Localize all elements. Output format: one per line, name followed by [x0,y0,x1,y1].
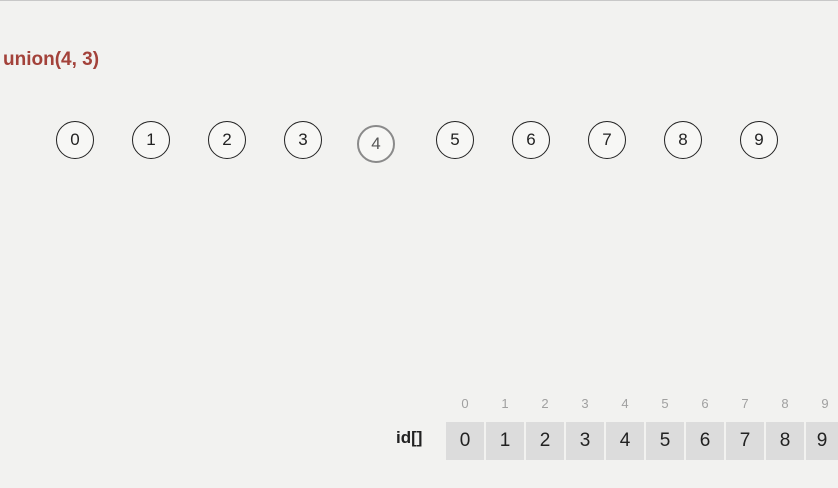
array-index-3: 3 [581,396,589,411]
array-index-5: 5 [661,396,669,411]
node-0: 0 [56,121,94,159]
array-cell-4: 4 [606,422,644,460]
array-cell-0: 0 [446,422,484,460]
array-name: id[] [396,428,423,447]
node-8: 8 [664,121,702,159]
node-5: 5 [436,121,474,159]
array-cell-7: 7 [726,422,764,460]
array-cell-3: 3 [566,422,604,460]
node-2: 2 [208,121,246,159]
array-index-7: 7 [741,396,749,411]
node-4-highlighted: 4 [357,125,395,163]
node-3: 3 [284,121,322,159]
array-index-2: 2 [541,396,549,411]
node-6: 6 [512,121,550,159]
array-cell-9: 9 [806,422,838,460]
array-index-6: 6 [701,396,709,411]
array-cell-2: 2 [526,422,564,460]
node-9: 9 [740,121,778,159]
node-1: 1 [132,121,170,159]
operation-title: union(4, 3) [3,49,100,70]
array-cell-5: 5 [646,422,684,460]
node-7: 7 [588,121,626,159]
array-cell-1: 1 [486,422,524,460]
array-index-8: 8 [781,396,789,411]
array-index-0: 0 [461,396,469,411]
top-divider [0,0,838,1]
array-cell-8: 8 [766,422,804,460]
array-index-4: 4 [621,396,629,411]
array-index-1: 1 [501,396,509,411]
array-cell-6: 6 [686,422,724,460]
array-index-9: 9 [821,396,829,411]
